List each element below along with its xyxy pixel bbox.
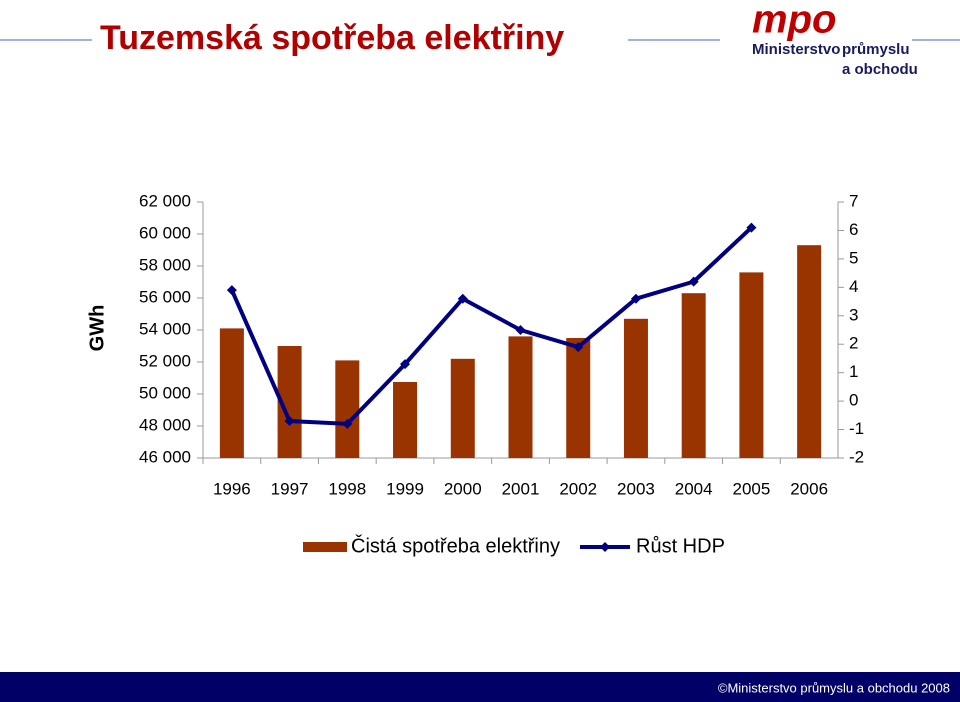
line-marker	[688, 276, 699, 287]
legend-swatch	[303, 542, 347, 552]
line-marker	[226, 285, 237, 296]
y-tick-label: 48 000	[139, 415, 191, 434]
footer-bar	[0, 672, 960, 702]
logo-text: průmyslu	[842, 41, 910, 58]
x-tick-label: 1999	[386, 479, 424, 498]
x-tick-label: 2003	[617, 479, 655, 498]
y-axis-label: GWh	[86, 305, 108, 352]
y2-tick-label: 5	[849, 248, 858, 267]
legend-swatch	[600, 542, 610, 552]
legend-label: Čistá spotřeba elektřiny	[351, 534, 560, 557]
line-marker	[573, 342, 584, 353]
bar	[393, 382, 418, 458]
x-tick-label: 2001	[502, 479, 540, 498]
bar	[797, 245, 822, 458]
y-tick-label: 50 000	[139, 383, 191, 402]
line-marker	[746, 222, 757, 233]
y-tick-label: 54 000	[139, 319, 191, 338]
x-tick-label: 2005	[732, 479, 770, 498]
bar	[219, 328, 244, 458]
line-marker	[630, 293, 641, 304]
x-tick-label: 1996	[213, 479, 251, 498]
footer-text: ©Ministerstvo průmyslu a obchodu 2008	[718, 680, 950, 695]
y-tick-label: 58 000	[139, 255, 191, 274]
line	[230, 226, 753, 426]
bar	[681, 293, 706, 458]
logo-text: a obchodu	[842, 61, 918, 78]
logo: mpo Ministerstvo průmyslu a obchodu	[752, 0, 918, 78]
y2-tick-label: 0	[849, 391, 858, 410]
y2-tick-label: 7	[849, 191, 858, 210]
line-marker	[342, 418, 353, 429]
y-tick-label: 62 000	[139, 191, 191, 210]
title: Tuzemská spotřeba elektřiny	[100, 19, 564, 57]
bar	[623, 318, 648, 458]
y-tick-label: 60 000	[139, 223, 191, 242]
line-marker	[284, 416, 295, 427]
bar	[450, 358, 475, 458]
x-tick-label: 2004	[675, 479, 713, 498]
y2-tick-label: 2	[849, 334, 858, 353]
line-marker	[515, 325, 526, 335]
x-tick-label: 2006	[790, 479, 828, 498]
bar	[335, 360, 360, 458]
x-tick-label: 1998	[328, 479, 366, 498]
bar	[739, 272, 764, 458]
y-tick-label: 56 000	[139, 287, 191, 306]
y2-tick-label: 4	[849, 277, 858, 296]
bar	[508, 336, 533, 458]
y-tick-label: 46 000	[139, 447, 191, 466]
logo-mark: mpo	[752, 0, 836, 42]
y2-tick-label: 6	[849, 220, 858, 239]
line-marker	[457, 293, 468, 304]
y2-tick-label: -2	[849, 447, 864, 466]
y2-tick-label: 1	[849, 362, 858, 381]
x-tick-label: 2000	[444, 479, 482, 498]
y2-tick-label: -1	[849, 419, 864, 438]
x-tick-label: 1997	[271, 479, 309, 498]
y-tick-label: 52 000	[139, 351, 191, 370]
legend-label: Růst HDP	[636, 535, 725, 557]
line-marker	[400, 359, 411, 370]
y2-tick-label: 3	[849, 305, 858, 324]
logo-text: Ministerstvo	[752, 41, 840, 58]
bar	[566, 338, 591, 458]
x-tick-label: 2002	[559, 479, 597, 498]
